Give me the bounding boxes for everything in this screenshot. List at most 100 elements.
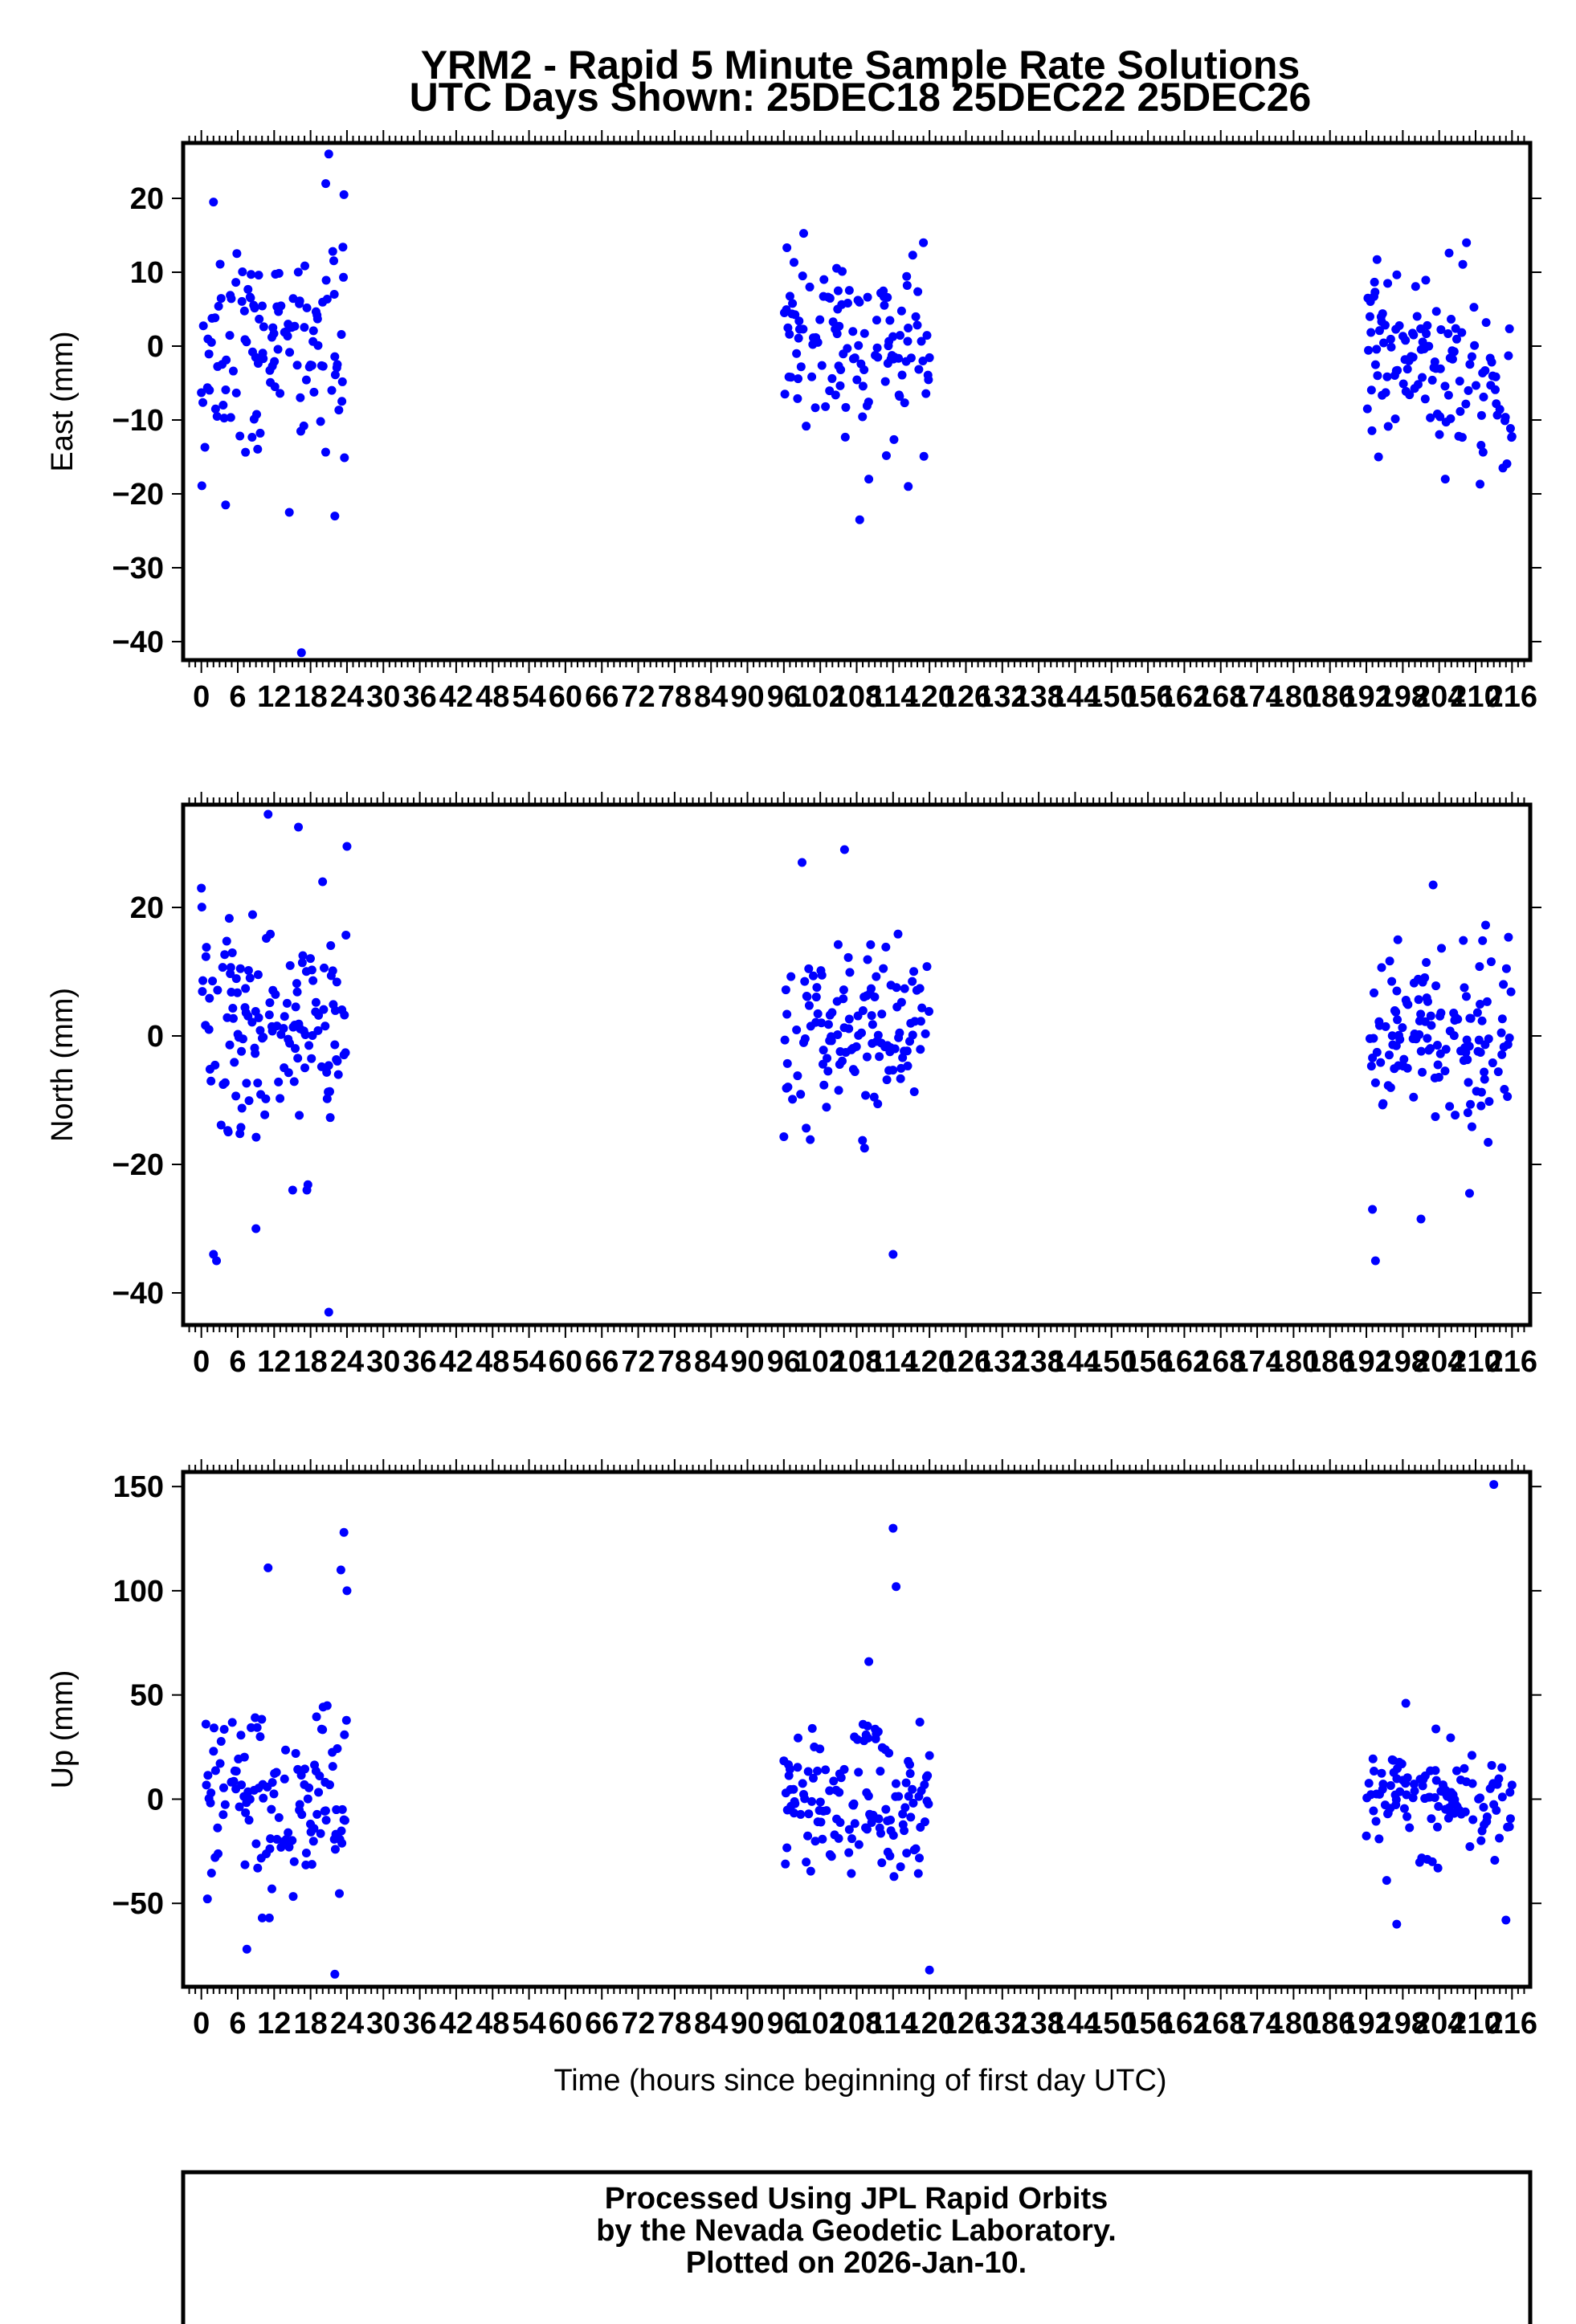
east-x-tick-label: 24 — [330, 680, 364, 714]
up-data-point — [1408, 1793, 1418, 1803]
north-x-tick-label: 174 — [1231, 1345, 1282, 1379]
up-data-point — [847, 1834, 856, 1844]
up-data-point — [309, 1824, 319, 1833]
east-data-point — [270, 382, 280, 392]
north-data-point — [326, 940, 336, 950]
east-data-point — [880, 300, 889, 310]
up-x-tick-label: 72 — [621, 2007, 655, 2041]
north-data-point — [305, 954, 315, 964]
east-x-tick-label: 204 — [1414, 680, 1464, 714]
north-data-point — [1415, 1029, 1424, 1039]
up-data-point — [266, 1834, 276, 1844]
east-x-tick-label: 102 — [794, 680, 845, 714]
north-outlier-point — [1428, 880, 1438, 890]
north-data-point — [231, 974, 241, 984]
north-data-point — [226, 963, 235, 972]
up-data-point — [229, 1776, 239, 1786]
up-data-point — [894, 1792, 904, 1801]
up-data-point — [800, 1794, 810, 1804]
east-y-tick-label: 0 — [147, 330, 164, 364]
up-x-tick-label: 6 — [229, 2007, 246, 2041]
east-data-point — [206, 337, 216, 347]
up-data-point — [257, 1714, 267, 1724]
up-data-point — [839, 1764, 849, 1774]
east-x-tick-label: 84 — [694, 680, 728, 714]
north-data-point — [792, 1025, 802, 1034]
east-data-point — [235, 431, 245, 441]
north-data-point — [844, 1014, 854, 1024]
up-data-point — [1430, 1792, 1439, 1802]
north-data-point — [1432, 1041, 1442, 1050]
east-outlier-point — [919, 238, 929, 247]
up-data-point — [315, 1772, 325, 1781]
east-data-point — [908, 251, 917, 260]
up-data-point — [906, 1812, 916, 1822]
north-data-point — [314, 1010, 324, 1020]
east-data-point — [212, 412, 222, 422]
footer-line3: Plotted on 2026-Jan-10. — [686, 2246, 1027, 2280]
north-data-point — [1478, 936, 1488, 945]
north-data-point — [318, 877, 328, 887]
up-data-point — [885, 1851, 895, 1861]
up-data-point — [891, 1779, 900, 1788]
east-x-tick-label: 120 — [904, 680, 954, 714]
north-x-tick-label: 150 — [1086, 1345, 1137, 1379]
east-data-point — [913, 287, 923, 296]
east-data-point — [913, 320, 922, 330]
up-y-axis-label: Up (mm) — [46, 1670, 80, 1789]
east-data-point — [902, 271, 912, 281]
north-data-point — [1431, 981, 1441, 991]
north-data-point — [1387, 976, 1397, 986]
north-data-point — [1385, 956, 1394, 966]
up-data-point — [237, 1780, 247, 1790]
north-x-tick-label: 18 — [293, 1345, 327, 1379]
east-data-point — [1447, 354, 1457, 364]
north-data-point — [228, 1003, 238, 1013]
up-data-point — [334, 1889, 344, 1898]
north-data-point — [238, 1034, 247, 1044]
east-outlier-point — [324, 149, 333, 159]
north-data-point — [1497, 1050, 1507, 1059]
north-data-point — [222, 936, 231, 946]
up-x-tick-label: 90 — [730, 2007, 764, 2041]
up-x-tick-label: 126 — [941, 2007, 991, 2041]
east-data-point — [843, 299, 852, 308]
east-data-point — [881, 451, 891, 460]
north-data-point — [779, 1131, 789, 1141]
up-data-point — [822, 1806, 831, 1816]
north-x-tick-label: 168 — [1195, 1345, 1246, 1379]
up-data-point — [265, 1844, 275, 1853]
up-data-point — [264, 1913, 274, 1922]
north-data-point — [896, 1074, 905, 1083]
up-x-tick-label: 210 — [1450, 2007, 1500, 2041]
east-data-point — [1500, 413, 1510, 422]
up-data-point — [807, 1796, 817, 1806]
east-data-point — [885, 316, 895, 325]
east-data-point — [872, 343, 882, 353]
north-data-point — [782, 1058, 792, 1068]
up-x-tick-label: 150 — [1086, 2007, 1137, 2041]
up-data-point — [789, 1784, 798, 1794]
up-data-point — [1451, 1766, 1461, 1776]
east-data-point — [1461, 399, 1471, 409]
north-data-point — [869, 1092, 879, 1102]
up-x-tick-label: 168 — [1195, 2007, 1246, 2041]
east-outlier-point — [321, 179, 331, 189]
east-data-point — [232, 249, 242, 259]
north-data-point — [1459, 936, 1468, 945]
east-data-point — [231, 278, 241, 287]
up-data-point — [864, 1733, 873, 1743]
east-data-point — [1457, 328, 1467, 337]
north-data-point — [292, 979, 301, 989]
north-data-point — [237, 1046, 247, 1056]
up-data-point — [836, 1773, 846, 1783]
up-data-point — [1427, 1814, 1436, 1824]
east-data-point — [259, 322, 268, 332]
east-data-point — [200, 442, 210, 452]
east-data-point — [296, 393, 305, 402]
north-data-point — [1496, 1028, 1506, 1038]
north-data-point — [908, 976, 917, 986]
east-data-point — [918, 356, 928, 365]
north-data-point — [877, 1009, 887, 1019]
